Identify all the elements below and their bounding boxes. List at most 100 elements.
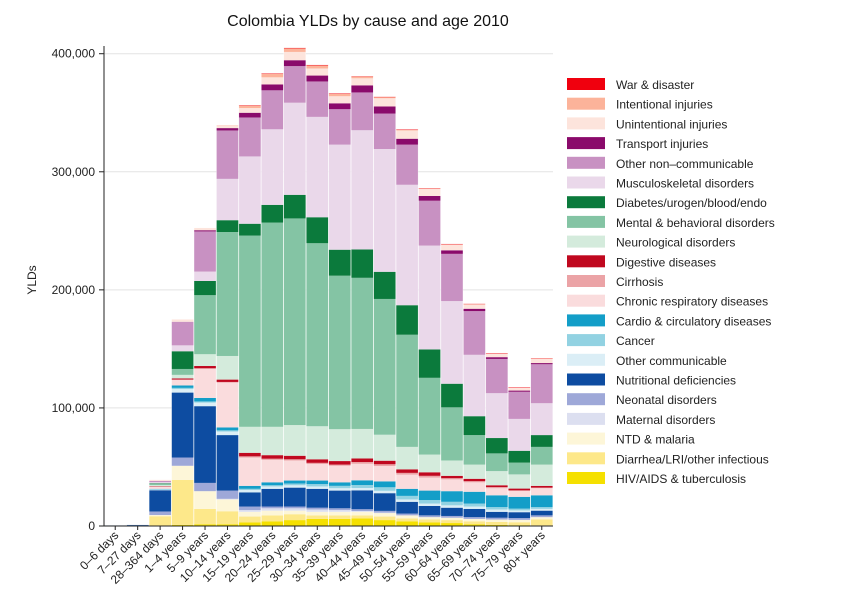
- bar-segment: [328, 488, 351, 491]
- bar-segment: [238, 108, 261, 113]
- bar-segment: [306, 81, 329, 117]
- bar-segment: [418, 522, 441, 526]
- bar-segment: [216, 498, 239, 500]
- bar-segment: [485, 471, 508, 486]
- bar-segment: [149, 486, 172, 487]
- bar-segment: [328, 461, 351, 465]
- bar-segment: [440, 501, 463, 506]
- bar-segment: [306, 459, 329, 463]
- bar-segment: [171, 345, 194, 352]
- bar-segment: [283, 102, 306, 195]
- bar-segment: [418, 472, 441, 476]
- bar-segment: [283, 425, 306, 456]
- bar-segment: [171, 319, 194, 322]
- bar-segment: [306, 462, 329, 465]
- bar-segment: [396, 184, 419, 306]
- bar-segment: [396, 515, 419, 519]
- y-tick-label: 200,000: [52, 283, 96, 297]
- bar-segment: [238, 516, 261, 523]
- legend-swatch: [567, 432, 605, 445]
- legend-label: Mental & behavioral disorders: [616, 216, 775, 230]
- bar-segment: [283, 514, 306, 521]
- bar-segment: [194, 524, 217, 526]
- bar-segment: [149, 485, 172, 487]
- bar-segment: [238, 522, 261, 526]
- legend-label: Nutritional deficiencies: [616, 374, 736, 388]
- bar-segment: [418, 349, 441, 378]
- bar-segment: [171, 321, 194, 346]
- bar-segment: [463, 416, 486, 436]
- bar-segment: [171, 524, 194, 526]
- bar-segment: [283, 60, 306, 67]
- bar-segment: [328, 249, 351, 276]
- bar-segment: [396, 469, 419, 473]
- bar-segment: [396, 501, 419, 514]
- bar-segment: [238, 105, 261, 106]
- legend-swatch: [567, 294, 605, 307]
- bar-segment: [283, 48, 306, 52]
- bar-segment: [418, 188, 441, 189]
- bar-segment: [194, 366, 217, 369]
- bar-segment: [373, 510, 396, 513]
- legend-swatch: [567, 275, 605, 287]
- bar-segment: [508, 387, 531, 388]
- bar-segment: [418, 454, 441, 473]
- bar-segment: [530, 507, 553, 509]
- legend-label: Transport injuries: [616, 137, 708, 151]
- bar-segment: [306, 488, 329, 508]
- bar-segment: [440, 383, 463, 408]
- bar-segment: [530, 464, 553, 486]
- bar-segment: [216, 178, 239, 221]
- bar-segment: [530, 358, 553, 364]
- bar-segment: [440, 250, 463, 254]
- legend-swatch: [567, 373, 605, 386]
- bar-segment: [306, 116, 329, 218]
- legend-label: Cancer: [616, 334, 655, 348]
- bar-segment: [463, 482, 486, 492]
- bar-segment: [463, 481, 486, 483]
- bar-segment: [418, 200, 441, 246]
- bar-segment: [261, 508, 284, 511]
- bar-segment: [149, 488, 172, 490]
- bar-segment: [261, 73, 284, 74]
- legend-label: Chronic respiratory diseases: [616, 295, 768, 309]
- bar-segment: [328, 508, 351, 511]
- bar-segment: [485, 353, 508, 354]
- bar-segment: [194, 271, 217, 281]
- bar-segment: [283, 460, 306, 481]
- bar-segment: [373, 106, 396, 114]
- bar-segment: [351, 462, 374, 464]
- bar-segment: [261, 458, 284, 460]
- legend-label: Other communicable: [616, 354, 727, 368]
- bar-segment: [328, 429, 351, 462]
- bar-segment: [440, 479, 463, 492]
- chart-title: Colombia YLDs by cause and age 2010: [227, 13, 509, 30]
- legend-label: Cardio & circulatory diseases: [616, 314, 771, 328]
- bar-segment: [149, 480, 172, 483]
- bar-segment: [351, 463, 374, 481]
- bar-segment: [485, 521, 508, 525]
- bar-segment: [306, 464, 329, 481]
- bar-segment: [261, 77, 284, 85]
- bar-segment: [485, 517, 508, 520]
- legend-swatch: [567, 412, 605, 425]
- bar-segment: [463, 303, 486, 305]
- bar-segment: [306, 518, 329, 526]
- bar-segment: [396, 138, 419, 145]
- bar-segment: [171, 392, 194, 458]
- bar-segment: [149, 489, 172, 491]
- bar-segment: [216, 511, 239, 525]
- y-tick-label: 0: [88, 519, 95, 533]
- bar-segment: [396, 130, 419, 139]
- legend-label: Other non–communicable: [616, 157, 754, 171]
- bar-segment: [508, 490, 531, 497]
- bar-segment: [485, 495, 508, 508]
- bar-segment: [149, 483, 172, 484]
- bar-segment: [306, 68, 329, 76]
- legend-label: NTD & malaria: [616, 433, 695, 447]
- bar-segment: [194, 230, 217, 232]
- legend-swatch: [567, 393, 605, 406]
- bar-segment: [238, 456, 261, 458]
- bar-segment: [463, 304, 486, 309]
- bar-segment: [306, 65, 329, 69]
